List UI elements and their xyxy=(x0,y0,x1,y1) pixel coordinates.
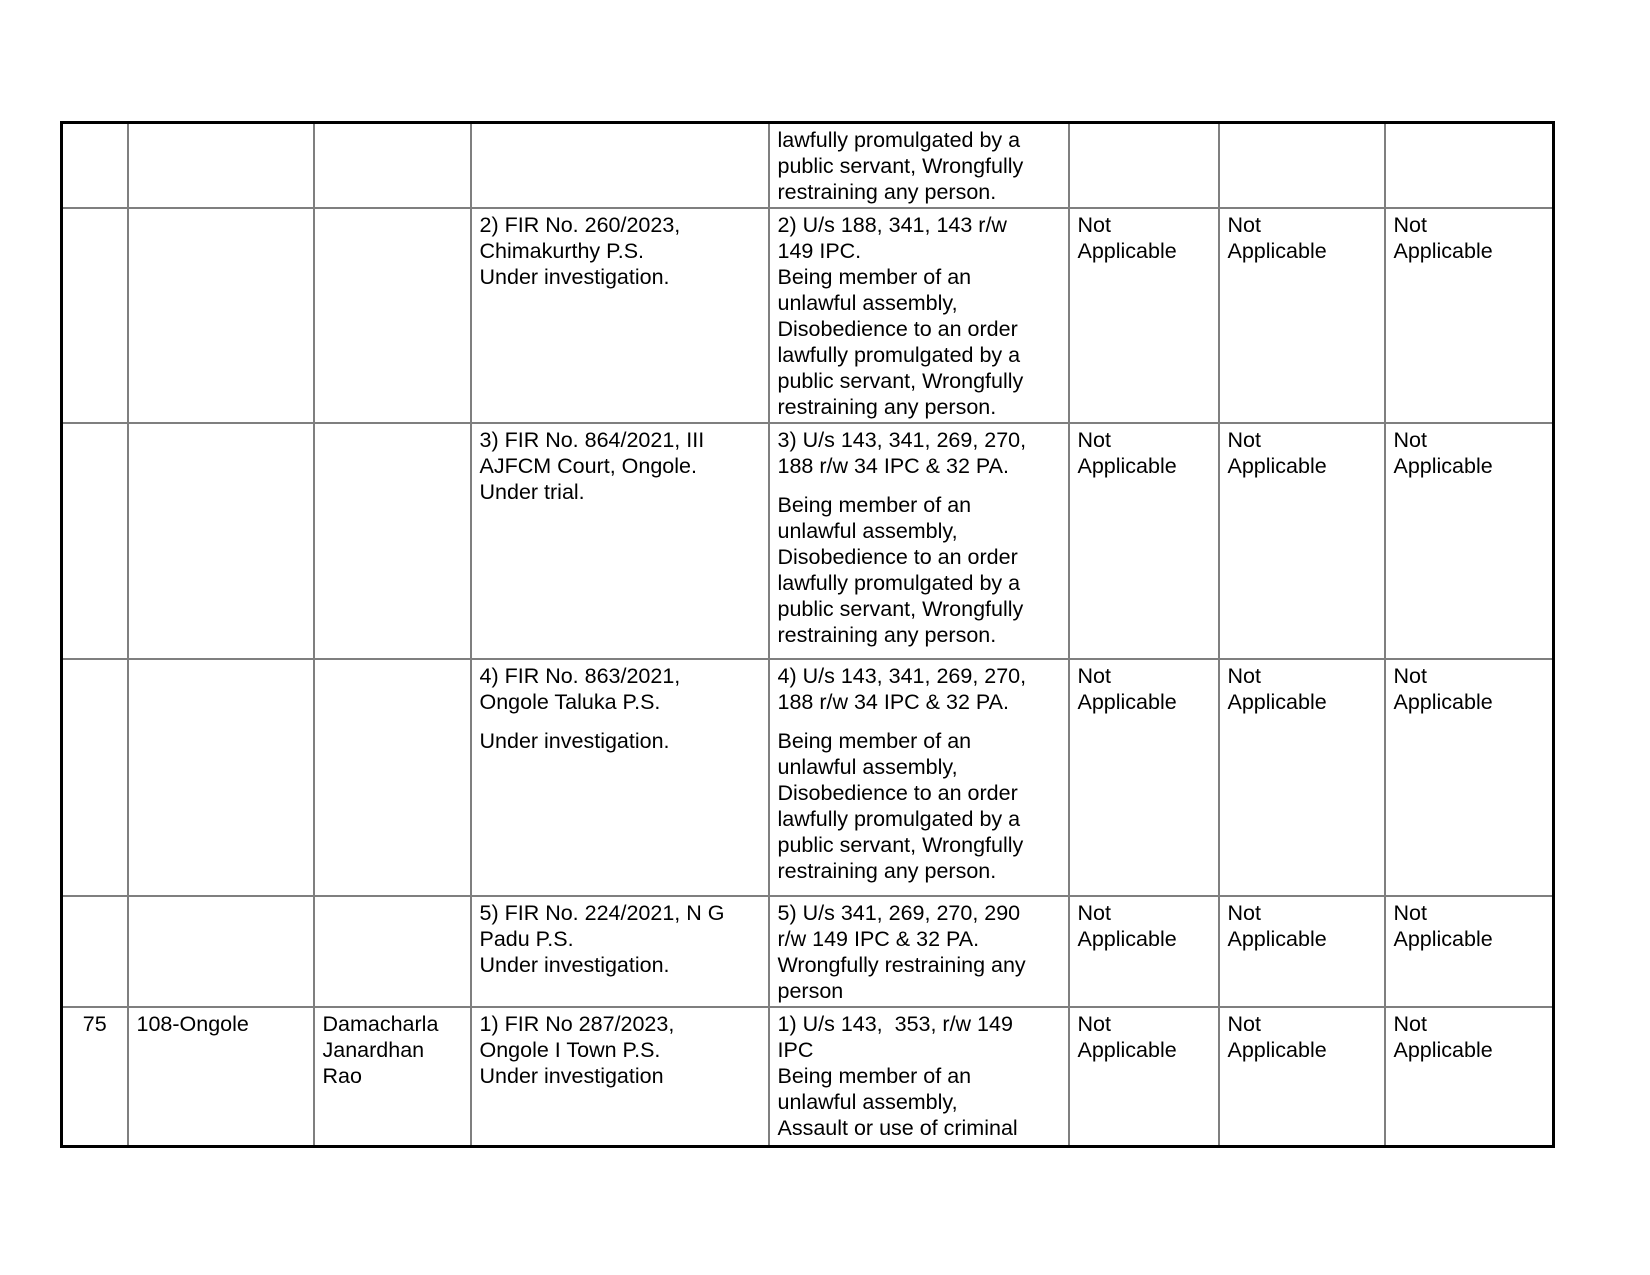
cell-paragraph: Being member of an unlawful assembly, Di… xyxy=(777,729,1024,883)
cell-serial-number-row5 xyxy=(60,895,129,1008)
cell-paragraph: Not Applicable xyxy=(1227,1012,1327,1062)
cell-constituency-row6: 108-Ongole xyxy=(126,1006,315,1147)
cell-paragraph: 75 xyxy=(82,1012,107,1036)
cell-paragraph: 3) FIR No. 864/2021, III AJFCM Court, On… xyxy=(479,428,705,504)
cell-status-col-3-row5: Not Applicable xyxy=(1383,895,1555,1008)
cell-status-col-2-row2: Not Applicable xyxy=(1217,207,1386,424)
cell-status-col-1-row3: Not Applicable xyxy=(1067,422,1220,660)
cell-paragraph: 1) FIR No 287/2023, Ongole I Town P.S. U… xyxy=(479,1012,675,1088)
cell-serial-number-row1 xyxy=(60,121,129,209)
cell-paragraph: Damacharla Janardhan Rao xyxy=(322,1012,439,1088)
cell-fir-details-row2: 2) FIR No. 260/2023, Chimakurthy P.S. Un… xyxy=(469,207,770,424)
cell-status-col-2-row6: Not Applicable xyxy=(1217,1006,1386,1147)
cell-paragraph: Not Applicable xyxy=(1077,428,1177,478)
cell-sections-and-description-row5: 5) U/s 341, 269, 270, 290 r/w 149 IPC & … xyxy=(767,895,1070,1008)
table-row-5: 5) FIR No. 224/2021, N G Padu P.S. Under… xyxy=(60,895,1555,1008)
cell-candidate-name-row1 xyxy=(312,121,472,209)
cell-paragraph: 1) U/s 143, 353, r/w 149 IPC Being membe… xyxy=(777,1012,1018,1140)
cell-candidate-name-row3 xyxy=(312,422,472,660)
cell-paragraph: Not Applicable xyxy=(1077,1012,1177,1062)
cell-paragraph: 2) U/s 188, 341, 143 r/w 149 IPC. Being … xyxy=(777,213,1024,419)
cell-status-col-3-row3: Not Applicable xyxy=(1383,422,1555,660)
cell-paragraph: Not Applicable xyxy=(1393,428,1493,478)
cell-status-col-3-row2: Not Applicable xyxy=(1383,207,1555,424)
cell-status-col-1-row4: Not Applicable xyxy=(1067,658,1220,897)
cell-candidate-name-row2 xyxy=(312,207,472,424)
cell-paragraph: 4) U/s 143, 341, 269, 270, 188 r/w 34 IP… xyxy=(777,664,1027,714)
cell-paragraph: Not Applicable xyxy=(1077,901,1177,951)
cell-paragraph: Not Applicable xyxy=(1393,213,1493,263)
criminal-cases-table: lawfully promulgated by a public servant… xyxy=(60,121,1555,1148)
cell-sections-and-description-row2: 2) U/s 188, 341, 143 r/w 149 IPC. Being … xyxy=(767,207,1070,424)
cell-status-col-2-row4: Not Applicable xyxy=(1217,658,1386,897)
cell-paragraph: Not Applicable xyxy=(1393,901,1493,951)
cell-serial-number-row2 xyxy=(60,207,129,424)
cell-paragraph: 5) FIR No. 224/2021, N G Padu P.S. Under… xyxy=(479,901,725,977)
cell-fir-details-row6: 1) FIR No 287/2023, Ongole I Town P.S. U… xyxy=(469,1006,770,1147)
cell-paragraph: Not Applicable xyxy=(1227,664,1327,714)
cell-paragraph: Being member of an unlawful assembly, Di… xyxy=(777,493,1024,647)
cell-fir-details-row5: 5) FIR No. 224/2021, N G Padu P.S. Under… xyxy=(469,895,770,1008)
cell-fir-details-row1 xyxy=(469,121,770,209)
cell-constituency-row3 xyxy=(126,422,315,660)
cell-paragraph: 5) U/s 341, 269, 270, 290 r/w 149 IPC & … xyxy=(777,901,1026,1003)
cell-paragraph: lawfully promulgated by a public servant… xyxy=(777,128,1024,204)
cell-status-col-2-row3: Not Applicable xyxy=(1217,422,1386,660)
cell-paragraph: Not Applicable xyxy=(1227,213,1327,263)
table-row-4: 4) FIR No. 863/2021, Ongole Taluka P.S. U… xyxy=(60,658,1555,897)
cell-serial-number-row3 xyxy=(60,422,129,660)
cell-paragraph: Not Applicable xyxy=(1077,213,1177,263)
cell-status-col-2-row5: Not Applicable xyxy=(1217,895,1386,1008)
cell-status-col-2-row1 xyxy=(1217,121,1386,209)
cell-paragraph: 3) U/s 143, 341, 269, 270, 188 r/w 34 IP… xyxy=(777,428,1027,478)
cell-fir-details-row3: 3) FIR No. 864/2021, III AJFCM Court, On… xyxy=(469,422,770,660)
cell-serial-number-row4 xyxy=(60,658,129,897)
cell-candidate-name-row5 xyxy=(312,895,472,1008)
cell-serial-number-row6: 75 xyxy=(60,1006,129,1147)
cell-status-col-3-row1 xyxy=(1383,121,1555,209)
cell-paragraph: 4) FIR No. 863/2021, Ongole Taluka P.S. xyxy=(479,664,681,714)
cell-status-col-1-row5: Not Applicable xyxy=(1067,895,1220,1008)
cell-sections-and-description-row6: 1) U/s 143, 353, r/w 149 IPC Being membe… xyxy=(767,1006,1070,1147)
cell-constituency-row5 xyxy=(126,895,315,1008)
cell-status-col-3-row4: Not Applicable xyxy=(1383,658,1555,897)
cell-paragraph: Not Applicable xyxy=(1227,428,1327,478)
cell-constituency-row2 xyxy=(126,207,315,424)
cell-sections-and-description-row3: 3) U/s 143, 341, 269, 270, 188 r/w 34 IP… xyxy=(767,422,1070,660)
table-row-6: 75 108-Ongole Damacharla Janardhan Rao 1) F… xyxy=(60,1006,1555,1147)
table-row-3: 3) FIR No. 864/2021, III AJFCM Court, On… xyxy=(60,422,1555,660)
table-body: lawfully promulgated by a public servant… xyxy=(60,121,1555,1147)
cell-fir-details-row4: 4) FIR No. 863/2021, Ongole Taluka P.S. U… xyxy=(469,658,770,897)
cell-status-col-1-row2: Not Applicable xyxy=(1067,207,1220,424)
cell-status-col-3-row6: Not Applicable xyxy=(1383,1006,1555,1147)
cell-paragraph: Under investigation. xyxy=(479,729,670,753)
cell-paragraph: Not Applicable xyxy=(1393,664,1493,714)
table-row-1: lawfully promulgated by a public servant… xyxy=(60,121,1555,209)
cell-paragraph: 108-Ongole xyxy=(136,1012,249,1036)
cell-constituency-row1 xyxy=(126,121,315,209)
cell-candidate-name-row4 xyxy=(312,658,472,897)
cell-paragraph: 2) FIR No. 260/2023, Chimakurthy P.S. Un… xyxy=(479,213,681,289)
cell-paragraph: Not Applicable xyxy=(1077,664,1177,714)
cell-candidate-name-row6: Damacharla Janardhan Rao xyxy=(312,1006,472,1147)
cell-paragraph: Not Applicable xyxy=(1393,1012,1493,1062)
cell-constituency-row4 xyxy=(126,658,315,897)
cell-status-col-1-row6: Not Applicable xyxy=(1067,1006,1220,1147)
cell-paragraph: Not Applicable xyxy=(1227,901,1327,951)
cell-sections-and-description-row4: 4) U/s 143, 341, 269, 270, 188 r/w 34 IP… xyxy=(767,658,1070,897)
cell-status-col-1-row1 xyxy=(1067,121,1220,209)
table-row-2: 2) FIR No. 260/2023, Chimakurthy P.S. Un… xyxy=(60,207,1555,424)
cell-sections-and-description-row1: lawfully promulgated by a public servant… xyxy=(767,121,1070,209)
